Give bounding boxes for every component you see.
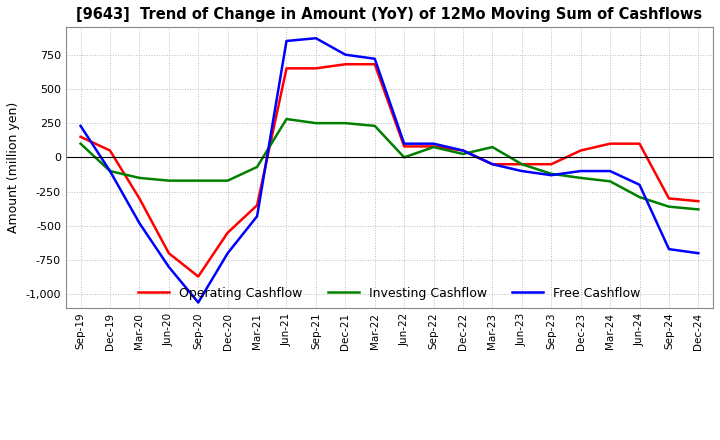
Operating Cashflow — [135, 196, 144, 201]
Operating Cashflow — [106, 148, 114, 153]
Free Cashflow — [694, 251, 703, 256]
Operating Cashflow — [518, 161, 526, 167]
Operating Cashflow — [576, 148, 585, 153]
Investing Cashflow — [459, 151, 467, 157]
Free Cashflow — [135, 220, 144, 226]
Investing Cashflow — [694, 207, 703, 212]
Investing Cashflow — [576, 175, 585, 180]
Operating Cashflow — [694, 198, 703, 204]
Investing Cashflow — [665, 204, 673, 209]
Free Cashflow — [635, 182, 644, 187]
Operating Cashflow — [341, 62, 350, 67]
Investing Cashflow — [635, 194, 644, 200]
Operating Cashflow — [370, 62, 379, 67]
Line: Investing Cashflow: Investing Cashflow — [81, 119, 698, 209]
Free Cashflow — [76, 123, 85, 128]
Line: Free Cashflow: Free Cashflow — [81, 38, 698, 303]
Investing Cashflow — [341, 121, 350, 126]
Operating Cashflow — [488, 161, 497, 167]
Operating Cashflow — [665, 196, 673, 201]
Investing Cashflow — [76, 141, 85, 147]
Free Cashflow — [459, 148, 467, 153]
Operating Cashflow — [606, 141, 614, 147]
Free Cashflow — [282, 38, 291, 44]
Free Cashflow — [606, 169, 614, 174]
Operating Cashflow — [635, 141, 644, 147]
Investing Cashflow — [282, 117, 291, 122]
Operating Cashflow — [282, 66, 291, 71]
Free Cashflow — [223, 251, 232, 256]
Operating Cashflow — [164, 251, 173, 256]
Free Cashflow — [400, 141, 408, 147]
Free Cashflow — [576, 169, 585, 174]
Investing Cashflow — [164, 178, 173, 183]
Operating Cashflow — [459, 148, 467, 153]
Operating Cashflow — [400, 144, 408, 149]
Legend: Operating Cashflow, Investing Cashflow, Free Cashflow: Operating Cashflow, Investing Cashflow, … — [133, 282, 646, 304]
Investing Cashflow — [488, 144, 497, 150]
Operating Cashflow — [312, 66, 320, 71]
Investing Cashflow — [223, 178, 232, 183]
Operating Cashflow — [223, 230, 232, 235]
Investing Cashflow — [400, 155, 408, 160]
Free Cashflow — [518, 169, 526, 174]
Free Cashflow — [106, 169, 114, 174]
Free Cashflow — [312, 36, 320, 41]
Investing Cashflow — [606, 179, 614, 184]
Operating Cashflow — [76, 134, 85, 139]
Investing Cashflow — [547, 171, 556, 176]
Investing Cashflow — [370, 123, 379, 128]
Free Cashflow — [370, 56, 379, 62]
Free Cashflow — [547, 172, 556, 178]
Investing Cashflow — [312, 121, 320, 126]
Free Cashflow — [488, 161, 497, 167]
Y-axis label: Amount (million yen): Amount (million yen) — [7, 102, 20, 233]
Free Cashflow — [341, 52, 350, 57]
Line: Operating Cashflow: Operating Cashflow — [81, 64, 698, 276]
Title: [9643]  Trend of Change in Amount (YoY) of 12Mo Moving Sum of Cashflows: [9643] Trend of Change in Amount (YoY) o… — [76, 7, 703, 22]
Free Cashflow — [665, 246, 673, 252]
Investing Cashflow — [253, 164, 261, 169]
Free Cashflow — [194, 300, 202, 305]
Investing Cashflow — [106, 169, 114, 174]
Operating Cashflow — [194, 274, 202, 279]
Free Cashflow — [164, 264, 173, 270]
Investing Cashflow — [518, 161, 526, 167]
Operating Cashflow — [429, 144, 438, 149]
Investing Cashflow — [429, 144, 438, 150]
Free Cashflow — [253, 213, 261, 219]
Investing Cashflow — [194, 178, 202, 183]
Operating Cashflow — [547, 161, 556, 167]
Investing Cashflow — [135, 175, 144, 180]
Operating Cashflow — [253, 203, 261, 208]
Free Cashflow — [429, 141, 438, 147]
